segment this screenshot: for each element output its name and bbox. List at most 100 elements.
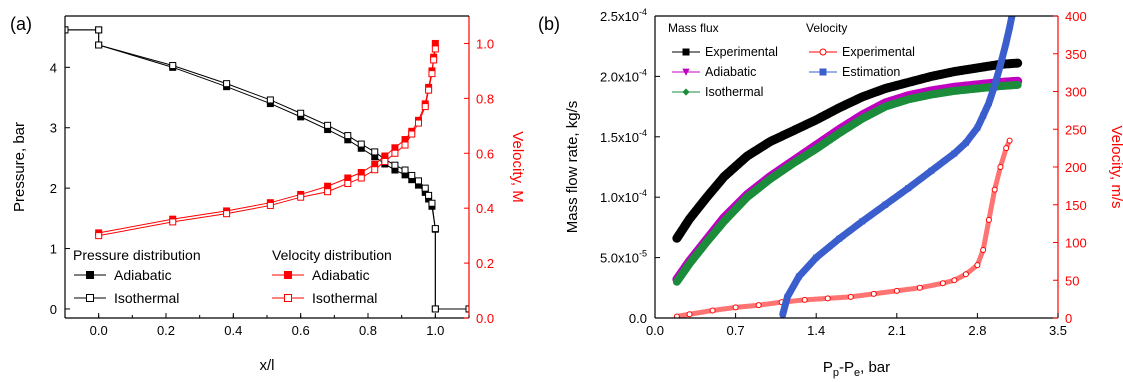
- tick-exponent: -4: [639, 67, 647, 77]
- data-point: [847, 293, 854, 300]
- tick-mantissa: 5.0x10: [600, 251, 639, 266]
- data-point: [985, 216, 992, 223]
- data-point: [324, 121, 332, 129]
- data-point: [297, 193, 305, 201]
- data-point: [813, 116, 820, 123]
- x-tick-label: 0.4: [224, 323, 242, 338]
- series-mass-flux-experimental: [672, 58, 1023, 243]
- plot-area: [65, 26, 469, 313]
- legend-entry: Isothermal: [705, 85, 763, 99]
- data-point: [391, 161, 399, 169]
- data-point: [431, 305, 439, 313]
- x-label-sub-p: p: [833, 367, 839, 379]
- data-point: [408, 130, 416, 138]
- legend-heading: Velocity distribution: [272, 247, 392, 263]
- data-point: [1006, 137, 1013, 144]
- data-point: [431, 45, 439, 53]
- y-right-tick-label: 300: [1065, 85, 1087, 100]
- data-point: [974, 124, 981, 131]
- data-point: [703, 194, 710, 201]
- data-point: [997, 82, 1004, 90]
- data-point: [721, 218, 728, 225]
- data-point: [65, 26, 69, 34]
- data-point: [974, 85, 981, 92]
- panel-label: (a): [10, 14, 32, 34]
- data-point: [381, 158, 389, 166]
- tick-exponent: -4: [639, 188, 647, 198]
- data-point: [1014, 60, 1021, 67]
- data-point: [223, 210, 231, 218]
- legend-marker: [284, 294, 292, 302]
- y-left-tick-label: 4: [50, 60, 57, 75]
- data-point: [465, 305, 469, 313]
- legend: Pressure distribution Adiabatic Isothermal…: [73, 247, 392, 306]
- data-point: [425, 86, 433, 94]
- x-tick-label: 1.0: [426, 323, 444, 338]
- data-point: [779, 311, 786, 318]
- tick-mantissa: 2.0x10: [600, 69, 639, 84]
- data-point: [905, 79, 912, 86]
- data-point: [431, 225, 439, 233]
- data-point: [991, 82, 998, 89]
- data-point: [905, 96, 912, 103]
- data-point: [169, 218, 177, 226]
- data-point: [428, 199, 436, 207]
- data-point: [95, 26, 103, 34]
- x-label-mid: -P: [839, 359, 854, 376]
- data-point: [686, 215, 693, 222]
- legend-marker: [284, 271, 292, 279]
- y-right-tick-label: 0.8: [476, 91, 494, 106]
- x-tick-label: 0.0: [646, 323, 664, 338]
- y-right-tick-label: 0.0: [476, 311, 494, 326]
- y-left-tick-label: 2.0x10-4: [600, 67, 647, 84]
- y-left-tick-label: 0.0: [629, 311, 647, 326]
- data-point: [980, 247, 987, 254]
- data-point: [391, 149, 399, 157]
- data-point: [997, 164, 1004, 170]
- y-right-tick-label: 250: [1065, 122, 1087, 137]
- data-point: [790, 160, 797, 167]
- legend-marker: [819, 48, 827, 56]
- y-right-tick-label: 0.2: [476, 256, 494, 271]
- data-point: [784, 293, 791, 300]
- data-point: [344, 179, 352, 187]
- series-velocity-distribution-isothermal: [95, 45, 439, 240]
- legend-entry: Experimental: [705, 45, 778, 59]
- data-point: [824, 295, 831, 302]
- legend-entry: Isothermal: [114, 290, 179, 306]
- data-point: [997, 62, 1004, 69]
- legend-entry: Experimental: [842, 45, 915, 59]
- y-axis-right-label: Velocity, M: [509, 131, 526, 202]
- panel-b: (b)0.0 0.7 1.4 2.1 2.8 3.50.05.0x10-51.0x10-4…: [538, 7, 1123, 379]
- data-point: [703, 238, 710, 245]
- data-point: [836, 235, 843, 242]
- data-point: [801, 296, 808, 303]
- legend-marker: [86, 271, 94, 279]
- data-point: [755, 302, 762, 309]
- y-right-tick-label: 400: [1065, 9, 1087, 24]
- data-point: [836, 130, 843, 137]
- data-point: [408, 171, 416, 179]
- data-point: [882, 85, 889, 92]
- data-point: [169, 62, 177, 70]
- data-point: [974, 64, 981, 71]
- data-point: [974, 262, 981, 269]
- y-left-tick-label: 2: [50, 181, 57, 196]
- x-tick-label: 2.8: [968, 323, 986, 338]
- panel-a: (a) 0.0 0.2 0.4 0.6 0.8 1.0 0 1 2 3 4 0.0 0.2 0.4 0.6 0.…: [10, 14, 526, 374]
- series-band: [672, 76, 1023, 284]
- data-point: [686, 311, 693, 318]
- series-band: [672, 58, 1023, 243]
- y-right-tick-label: 0.6: [476, 146, 494, 161]
- data-point: [415, 119, 422, 127]
- x-tick-label: 0.2: [157, 323, 175, 338]
- y-left-tick-label: 1.5x10-4: [600, 128, 647, 145]
- data-point: [324, 188, 332, 196]
- data-point: [421, 184, 429, 192]
- data-point: [985, 99, 992, 106]
- y-right-tick-label: 150: [1065, 198, 1087, 213]
- data-point: [870, 290, 877, 297]
- y-left-tick-label: 1.0x10-4: [600, 188, 647, 205]
- x-tick-label: 0.0: [90, 323, 108, 338]
